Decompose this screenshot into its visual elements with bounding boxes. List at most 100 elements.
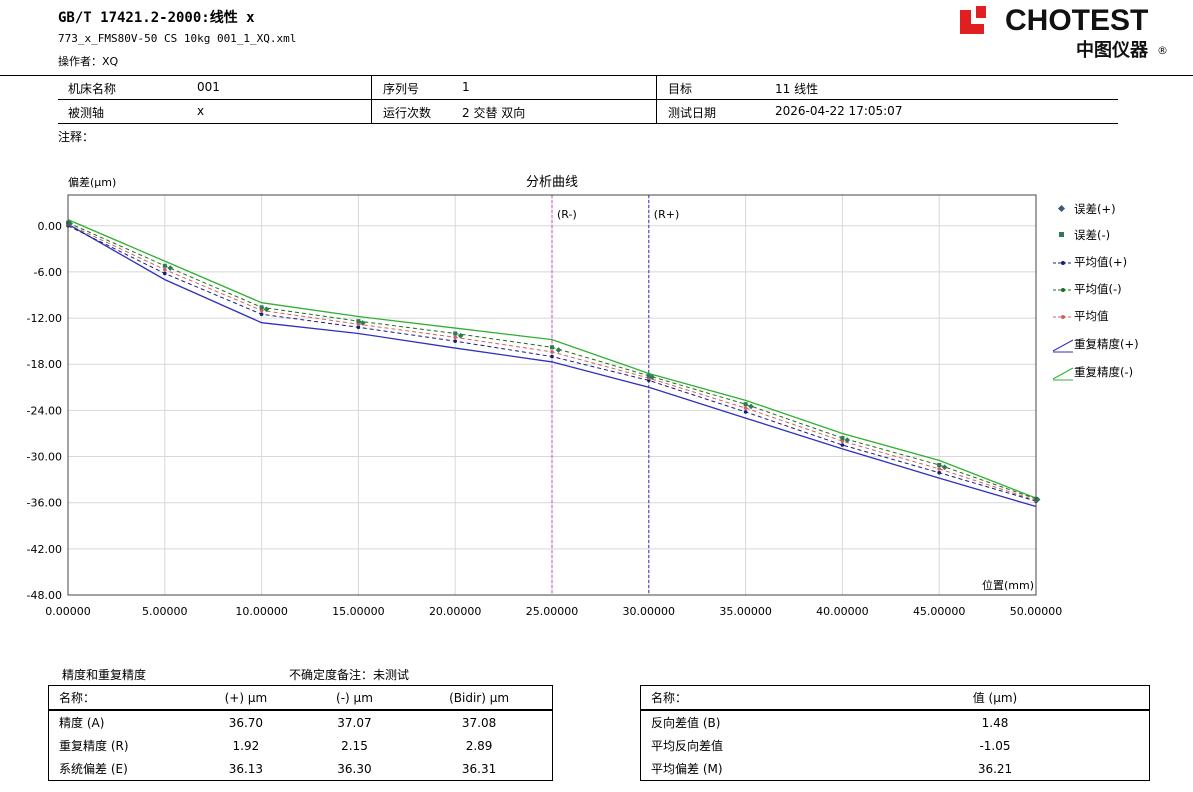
runs-value: 2 交替 双向 [462, 106, 526, 120]
error-minus-point [162, 263, 167, 268]
machine-name-label: 机床名称 [68, 82, 117, 96]
legend-label: 平均值 [1074, 309, 1109, 323]
table-cell: 精度 (A) [59, 716, 105, 730]
legend-swatch-icon [1059, 231, 1064, 237]
error-plus-point [263, 306, 270, 313]
legend-item: 平均值(+) [1052, 254, 1127, 271]
data-point [163, 267, 167, 272]
data-point [743, 406, 748, 410]
error-minus-point [937, 463, 942, 467]
y-tick-label: -36.00 [27, 497, 62, 510]
x-tick-label: 40.00000 [816, 605, 869, 618]
runs-label: 运行次数 [383, 106, 432, 120]
y-tick-label: -24.00 [27, 404, 62, 417]
series-no-value: 1 [462, 80, 470, 94]
table-header-row: 名称： 值 (μm) [640, 685, 1150, 711]
data-point [259, 308, 264, 313]
data-point [937, 467, 941, 471]
table-row: 反向差值 (B) 1.48 [641, 710, 1150, 734]
table-cell: 36.13 [228, 761, 264, 776]
table-cell: 37.08 [461, 715, 497, 730]
plot-frame [67, 194, 1037, 596]
error-plus-point [67, 220, 74, 227]
legend-label: 误差(+) [1074, 202, 1116, 216]
legend-swatch-icon [1052, 367, 1074, 380]
uncertainty-note: 不确定度备注：未测试 [289, 668, 410, 682]
y-tick-label: -18.00 [27, 358, 62, 371]
x-tick-label: 45.00000 [913, 605, 966, 618]
table-cell: 重复精度 (R) [59, 739, 129, 753]
y-tick-label: 0.00 [38, 220, 63, 233]
x-tick-label: 20.00000 [429, 605, 482, 618]
legend-swatch-icon [1052, 339, 1074, 352]
legend-item: 平均值 [1052, 308, 1109, 325]
error-plus-point [359, 320, 366, 326]
logo-text: CHOTEST [1005, 4, 1149, 37]
error-minus-point [453, 331, 458, 336]
y-axis-label: 偏差(μm) [68, 175, 116, 189]
test-date-value: 2026-04-22 17:05:07 [775, 104, 903, 118]
accuracy-caption: 精度和重复精度 [62, 668, 147, 682]
info-divider [58, 99, 1118, 100]
data-point [550, 354, 554, 359]
error-minus-point [356, 319, 361, 324]
report-title: GB/T 17421.2-2000:线性 x [58, 10, 255, 26]
legend-swatch-icon [1053, 314, 1073, 319]
legend-label: 重复精度(-) [1074, 365, 1134, 379]
legend-swatch-icon [1057, 204, 1066, 212]
table-cell: 反向差值 (B) [651, 716, 721, 730]
axis-label: 被测轴 [68, 106, 105, 120]
y-tick-label: -30.00 [27, 451, 62, 464]
error-minus-point [646, 373, 651, 378]
series-no-label: 序列号 [383, 82, 420, 96]
legend-item: 重复精度(-) [1052, 364, 1133, 381]
series-line [67, 219, 1037, 499]
registered-mark: ® [1157, 44, 1168, 57]
legend-swatch-icon [1053, 287, 1073, 292]
table-cell: 36.21 [977, 761, 1013, 776]
logo-subtitle: 中图仪器 [1076, 40, 1148, 61]
data-point [356, 322, 361, 327]
table-cell: 2.15 [341, 738, 368, 753]
table-cell: 平均偏差 (M) [651, 762, 723, 776]
reversal-marker-label: (R-) [557, 208, 577, 221]
data-point [356, 325, 361, 330]
info-bottom-divider [58, 123, 1118, 124]
x-tick-label: 35.00000 [719, 605, 772, 618]
backlash-table: 名称： 值 (μm) 反向差值 (B) 1.48 平均反向差值 -1.05 平均… [640, 685, 1150, 781]
y-tick-label: -48.00 [27, 589, 62, 602]
target-value: 11 线性 [775, 82, 819, 96]
chart-title: 分析曲线 [526, 175, 578, 190]
data-point [453, 339, 458, 343]
error-minus-point [550, 345, 554, 350]
x-tick-label: 15.00000 [332, 605, 385, 618]
reversal-marker-label: (R+) [654, 208, 679, 221]
accuracy-table: 名称： (+) μm (-) μm (Bidir) μm 精度 (A) 36.7… [48, 685, 553, 781]
legend-item: 误差(+) [1052, 201, 1116, 218]
x-tick-label: 30.00000 [623, 605, 676, 618]
table-header-cell: 名称： [48, 685, 189, 711]
legend-label: 误差(-) [1074, 228, 1111, 242]
series-line [67, 223, 1037, 508]
table-cell: 平均反向差值 [651, 739, 724, 753]
legend-item: 重复精度(+) [1052, 336, 1139, 353]
table-cell: -1.05 [979, 738, 1011, 753]
table-cell: 36.31 [461, 761, 497, 776]
table-cell: 系统偏差 (E) [59, 762, 128, 776]
error-plus-point [457, 332, 464, 339]
error-minus-point [259, 305, 264, 310]
notes-label: 注释： [58, 130, 95, 144]
x-tick-label: 25.00000 [526, 605, 579, 618]
table-header-cell: (+) μm [189, 685, 303, 711]
x-tick-label: 50.00000 [1010, 605, 1063, 618]
axis-value: x [197, 104, 205, 118]
table-cell: 36.70 [228, 715, 264, 730]
file-name: 773_x_FMS80V-50 CS 10kg 001_1_XQ.xml [58, 32, 297, 45]
table-header-cell: 名称： [640, 685, 841, 711]
data-point [840, 443, 845, 447]
error-plus-point [555, 347, 562, 353]
table-cell: 1.92 [232, 738, 260, 753]
table-header-cell: 值 (μm) [841, 685, 1150, 711]
legend-item: 误差(-) [1052, 227, 1110, 244]
table-cell: 2.89 [465, 738, 493, 753]
